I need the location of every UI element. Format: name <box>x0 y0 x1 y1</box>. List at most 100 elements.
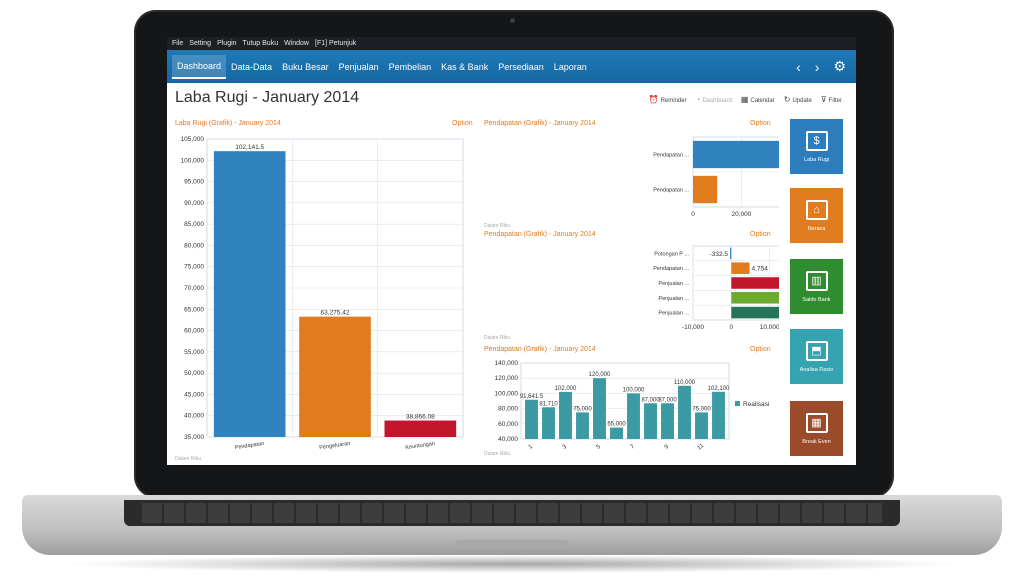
bar <box>693 140 779 169</box>
tile-neraca[interactable]: ⌂ Neraca <box>790 188 843 243</box>
update-button[interactable]: ↻ Update <box>784 95 812 104</box>
y-tick-label: 60,000 <box>498 421 518 428</box>
bar <box>525 399 538 439</box>
y-tick-label: 80,000 <box>184 242 204 249</box>
bar <box>731 306 779 319</box>
forward-arrow-icon[interactable]: › <box>814 58 820 75</box>
legend-swatch <box>735 401 740 406</box>
bar <box>731 292 779 304</box>
dashboard-icon: ◔ <box>695 95 701 104</box>
x-tick-label: 5 <box>596 443 603 450</box>
tile-laba-rugi-label: Laba Rugi <box>803 156 830 163</box>
y-tick-label: Potongan P ... <box>654 251 689 257</box>
main-panel-note: Dalam Ribu <box>175 456 202 462</box>
data-label: 100,000 <box>623 387 645 393</box>
nav-persediaan[interactable]: Persediaan <box>498 61 544 72</box>
y-tick-label: 100,000 <box>495 390 519 397</box>
y-tick-label: Pendapatan ... <box>653 188 689 194</box>
menu-window[interactable]: Window <box>284 40 309 47</box>
main-panel-title: Laba Rugi (Grafik) - January 2014 <box>175 120 281 127</box>
nav-laporan[interactable]: Laporan <box>553 61 587 72</box>
y-tick-label: Penjualan ... <box>658 311 689 317</box>
right2-panel-option[interactable]: Option <box>750 231 771 238</box>
y-tick-label: 60,000 <box>184 328 204 335</box>
base-shadow <box>60 555 964 573</box>
reminder-button[interactable]: ⏰ Reminder <box>649 95 687 104</box>
y-tick-label: 90,000 <box>184 200 204 207</box>
y-tick-label: 75,000 <box>184 264 204 271</box>
right1-panel-option[interactable]: Option <box>750 120 771 127</box>
toolbar: ⏰ Reminder ◔ Dashboard ▦ Calendar ↻ Update ⊽… <box>649 95 842 104</box>
pendapatan-chart-1: 020,00040,00060,00080,000100,000Pendapat… <box>653 136 779 218</box>
bar <box>678 385 691 439</box>
tile-break-even[interactable]: ▦ Break Even <box>790 401 843 456</box>
data-label: 87,000 <box>658 397 677 403</box>
bank-building-icon: ⌂ <box>805 199 828 220</box>
right2-panel-note: Dalam Ribu <box>484 335 511 341</box>
nav-pembelian[interactable]: Pembelian <box>388 61 432 72</box>
refresh-icon: ↻ <box>783 95 791 104</box>
right2-panel-title: Pendapatan (Grafik) - January 2014 <box>484 231 596 238</box>
y-tick-label: 105,000 <box>181 136 205 143</box>
x-tick-label: 10,000 <box>760 324 779 331</box>
calendar-button[interactable]: ▦ Calendar <box>741 95 775 104</box>
x-tick-label: 3 <box>562 443 569 450</box>
nav-buku-besar[interactable]: Buku Besar <box>282 61 329 72</box>
bar <box>693 175 718 204</box>
bar <box>559 391 572 439</box>
camera <box>510 18 515 23</box>
menu-petunjuk[interactable]: [F1] Petunjuk <box>315 40 357 47</box>
y-tick-label: 65,000 <box>184 306 204 313</box>
dashboard-button[interactable]: ◔ Dashboard <box>696 95 732 104</box>
break-even-chart-icon: ▦ <box>805 412 828 433</box>
data-label: 110,000 <box>674 380 696 386</box>
back-arrow-icon[interactable]: ‹ <box>796 58 801 75</box>
menu-tutup-buku[interactable]: Tutup Buku <box>242 40 279 47</box>
x-tick-label: Pendapatan <box>234 441 264 451</box>
filter-icon: ⊽ <box>820 95 827 104</box>
nav-kas-bank[interactable]: Kas & Bank <box>441 61 489 72</box>
bar-pengeluaran <box>299 316 371 437</box>
money-icon: $ <box>805 130 828 151</box>
tile-analisa-rasio[interactable]: ⬒ Analisa Rasio <box>790 329 843 384</box>
y-tick-label: 100,000 <box>181 157 205 164</box>
data-label: 81,710 <box>539 401 558 407</box>
menu-plugin[interactable]: Plugin <box>217 40 237 47</box>
bar <box>610 427 623 439</box>
main-nav: Dashboard Data-Data Buku Besar Penjualan… <box>167 50 856 83</box>
x-tick-label: -10,000 <box>682 324 704 331</box>
bar <box>542 407 555 439</box>
y-tick-label: Pendapatan ... <box>653 266 689 272</box>
page-title: Laba Rugi - January 2014 <box>175 89 360 106</box>
nav-penjualan[interactable]: Penjualan <box>338 61 379 72</box>
app-window: File Setting Plugin Tutup Buku Window [F… <box>167 37 856 465</box>
main-panel-option[interactable]: Option <box>452 120 473 127</box>
bar <box>627 393 640 439</box>
right3-panel-option[interactable]: Option <box>750 346 771 353</box>
tile-saldo-bank[interactable]: ▥ Saldo Bank <box>790 259 843 314</box>
y-tick-label: 80,000 <box>498 406 518 413</box>
y-tick-label: 50,000 <box>184 370 204 377</box>
nav-data-data[interactable]: Data-Data <box>231 61 273 72</box>
reminder-label: Reminder <box>660 98 687 104</box>
y-tick-label: Pendapatan ... <box>653 153 689 159</box>
menu-bar: File Setting Plugin Tutup Buku Window [F… <box>167 37 856 50</box>
plot-area <box>520 362 730 440</box>
laba-rugi-chart: 35,000 40,000 45,000 50,000 55,000 60,000 65,0… <box>181 136 464 451</box>
menu-file[interactable]: File <box>172 40 184 47</box>
x-tick-label: Keuntungan <box>405 441 435 451</box>
menu-setting[interactable]: Setting <box>189 40 212 47</box>
data-label: 87,000 <box>641 397 660 403</box>
tile-saldo-bank-label: Saldo Bank <box>802 296 831 303</box>
right1-panel-title: Pendapatan (Grafik) - January 2014 <box>484 120 596 127</box>
y-tick-label: 35,000 <box>184 434 204 441</box>
nav-dashboard[interactable]: Dashboard <box>172 54 227 79</box>
data-label: 55,000 <box>607 422 626 428</box>
tile-laba-rugi[interactable]: $ Laba Rugi <box>790 119 843 174</box>
right3-panel-note: Dalam Ribu <box>484 451 511 457</box>
calendar-label: Calendar <box>750 98 775 104</box>
x-tick-label: 20,000 <box>731 211 751 218</box>
pendapatan-chart-2: -10,000010,00020,00030,00040,00050,000Po… <box>653 245 779 331</box>
gear-icon[interactable]: ⚙ <box>833 58 846 74</box>
filter-button[interactable]: ⊽ Filter <box>821 95 842 104</box>
